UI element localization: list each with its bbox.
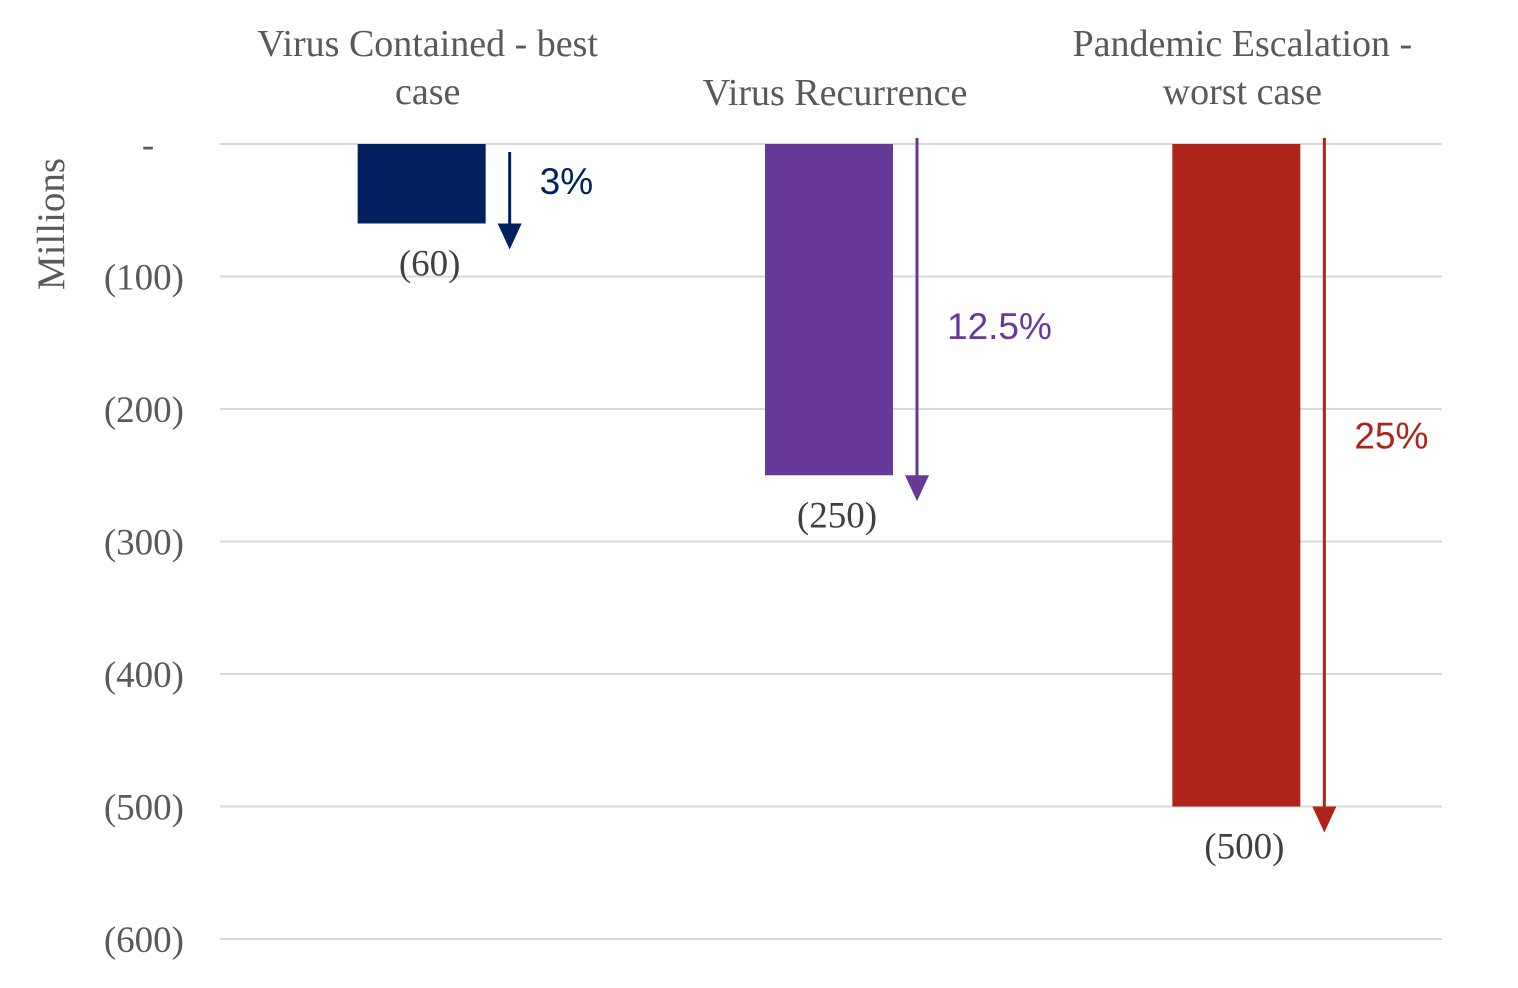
bar — [1172, 144, 1301, 807]
y-tick-label: - — [142, 125, 154, 166]
bar — [357, 144, 486, 224]
arrow — [497, 152, 522, 250]
y-axis-tick-labels: - (100) (200) (300) (400) (500) (600) — [104, 125, 184, 961]
y-tick-label: (300) — [104, 523, 184, 564]
arrow — [905, 138, 929, 502]
arrows — [497, 138, 1337, 833]
category-label: Pandemic Escalation -worst case — [1072, 23, 1412, 113]
arrow — [1312, 138, 1337, 833]
value-label: (500) — [1204, 827, 1284, 868]
category-label: Virus Contained - best case — [257, 23, 598, 113]
percent-labels: 3% 12.5% 25% — [540, 161, 1429, 456]
y-tick-label: (400) — [104, 655, 184, 696]
percent-label: 12.5% — [947, 306, 1052, 347]
y-tick-label: (100) — [104, 258, 184, 299]
category-labels: Virus Contained - best case Virus Recurren… — [257, 23, 1412, 114]
percent-label: 25% — [1354, 416, 1428, 457]
y-tick-label: (600) — [104, 920, 184, 961]
value-label: (250) — [797, 495, 877, 536]
y-tick-label: (200) — [104, 390, 184, 431]
bars — [357, 144, 1301, 807]
category-label: Virus Recurrence — [703, 72, 968, 114]
percent-label: 3% — [540, 161, 593, 202]
value-label: (60) — [399, 244, 461, 285]
bar — [765, 144, 893, 476]
y-tick-label: (500) — [104, 788, 184, 829]
y-axis-label: Millions — [30, 158, 73, 290]
value-labels: (60) (250) (500) — [399, 244, 1285, 868]
